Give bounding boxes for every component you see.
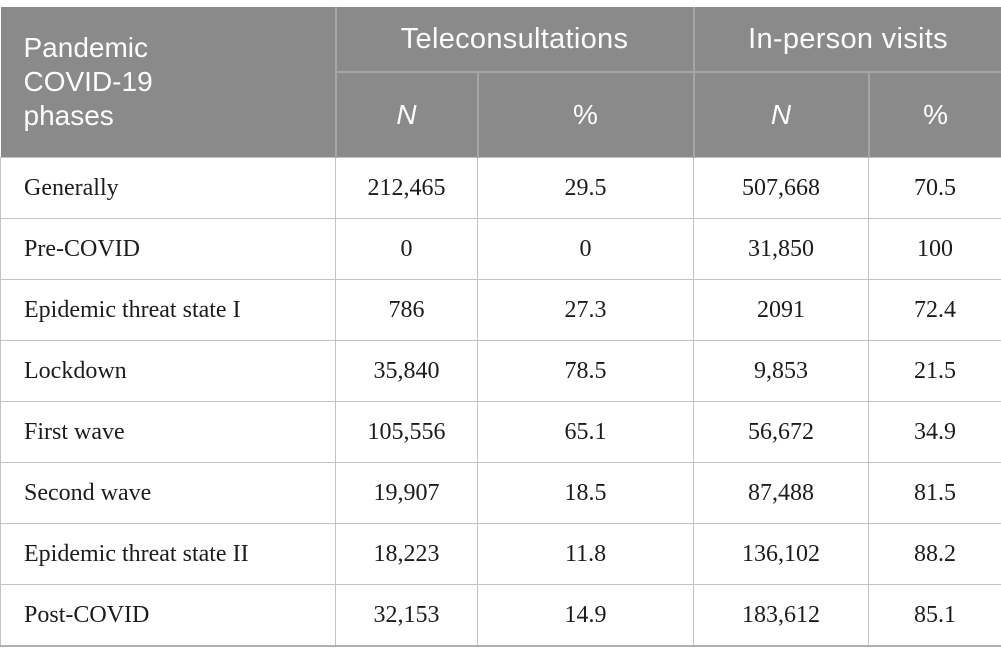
table-row: Epidemic threat state II 18,223 11.8 136,10… [0,523,1001,585]
in-person-pct-cell: 72.4 [868,279,1001,341]
pandemic-phases-table: Pandemic COVID-19 phases Teleconsultatio… [0,7,1001,647]
page: Pandemic COVID-19 phases Teleconsultatio… [0,7,1001,647]
in-person-n-cell: 183,612 [693,584,870,647]
teleconsultations-n-cell: 0 [335,218,478,280]
phase-cell: Post-COVID [0,584,336,647]
teleconsultations-pct-cell: 11.8 [476,523,695,585]
phases-column-header: Pandemic COVID-19 phases [0,7,337,158]
table-row: Second wave 19,907 18.5 87,488 81.5 [0,462,1001,524]
phase-cell: Pre-COVID [0,218,336,280]
teleconsultations-pct-cell: 29.5 [476,157,695,219]
phases-column-header-label: Pandemic COVID-19 phases [23,32,153,131]
in-person-pct-cell: 21.5 [868,340,1001,402]
in-person-n-cell: 2091 [693,279,870,341]
teleconsultations-pct-cell: 14.9 [476,584,695,647]
table-row: Epidemic threat state I 786 27.3 2091 72.4 [0,279,1001,341]
table-body: Generally 212,465 29.5 507,668 70.5 Pre-COVID… [0,157,1001,647]
in-person-n-cell: 9,853 [693,340,870,402]
subheader-in-person-pct: % [867,71,1001,158]
in-person-pct-cell: 100 [868,218,1001,280]
teleconsultations-n-cell: 212,465 [335,157,478,219]
phase-cell: Lockdown [0,340,336,402]
table-row: Pre-COVID 0 0 31,850 100 [0,218,1001,280]
phase-cell: First wave [0,401,336,463]
teleconsultations-n-cell: 786 [335,279,478,341]
in-person-n-cell: 507,668 [693,157,870,219]
teleconsultations-pct-cell: 0 [476,218,695,280]
teleconsultations-n-cell: 18,223 [335,523,478,585]
teleconsultations-n-cell: 35,840 [335,340,478,402]
table-row: Lockdown 35,840 78.5 9,853 21.5 [0,340,1001,402]
teleconsultations-n-cell: 19,907 [335,462,478,524]
table-row: Generally 212,465 29.5 507,668 70.5 [0,157,1001,219]
in-person-n-cell: 136,102 [693,523,870,585]
in-person-n-cell: 87,488 [693,462,870,524]
in-person-pct-cell: 34.9 [868,401,1001,463]
subheader-in-person-n: N [692,71,869,158]
in-person-n-cell: 31,850 [693,218,870,280]
teleconsultations-n-cell: 32,153 [335,584,478,647]
phase-cell: Generally [0,157,336,219]
teleconsultations-pct-cell: 65.1 [476,401,695,463]
in-person-pct-cell: 70.5 [868,157,1001,219]
in-person-pct-cell: 85.1 [868,584,1001,647]
group-header-row: Pandemic COVID-19 phases Teleconsultatio… [0,7,1001,158]
phase-cell: Epidemic threat state I [0,279,336,341]
subheader-row: N % N % [1,71,1001,158]
teleconsultations-pct-cell: 78.5 [476,340,695,402]
in-person-n-cell: 56,672 [693,401,870,463]
phase-cell: Epidemic threat state II [0,523,336,585]
subheader-teleconsultations-pct: % [476,71,694,158]
subheader-teleconsultations-n: N [335,71,478,158]
teleconsultations-pct-cell: 27.3 [476,279,695,341]
phase-cell: Second wave [0,462,336,524]
in-person-pct-cell: 88.2 [868,523,1001,585]
table-row: First wave 105,556 65.1 56,672 34.9 [0,401,1001,463]
group-header-teleconsultations: Teleconsultations [335,7,694,72]
teleconsultations-pct-cell: 18.5 [476,462,695,524]
in-person-pct-cell: 81.5 [868,462,1001,524]
table-row: Post-COVID 32,153 14.9 183,612 85.1 [0,584,1001,647]
table-header: Pandemic COVID-19 phases Teleconsultatio… [0,7,1001,158]
teleconsultations-n-cell: 105,556 [335,401,478,463]
group-header-in-person-visits: In-person visits [692,7,1001,72]
